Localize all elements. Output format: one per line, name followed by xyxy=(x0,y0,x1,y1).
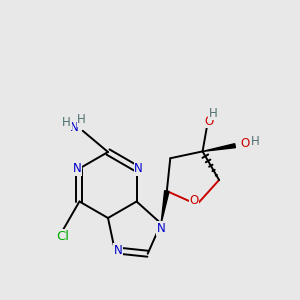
Text: N: N xyxy=(73,162,82,175)
Text: Cl: Cl xyxy=(56,230,69,243)
Text: H: H xyxy=(77,113,86,126)
Text: N: N xyxy=(134,162,143,175)
Polygon shape xyxy=(161,191,169,224)
Text: O: O xyxy=(204,115,214,128)
Text: H: H xyxy=(251,135,260,148)
Text: H: H xyxy=(208,106,217,119)
Text: O: O xyxy=(189,194,199,207)
Text: N: N xyxy=(113,244,122,257)
Text: N: N xyxy=(70,121,79,134)
Text: N: N xyxy=(157,222,166,235)
Text: O: O xyxy=(240,137,250,150)
Text: H: H xyxy=(62,116,71,129)
Polygon shape xyxy=(202,144,236,152)
